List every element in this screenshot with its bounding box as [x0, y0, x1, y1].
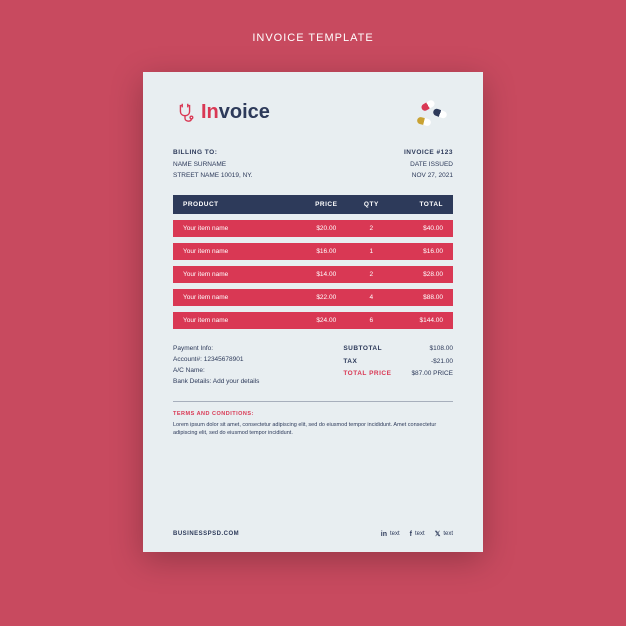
title-accent: In: [201, 101, 219, 123]
social-text: text: [443, 531, 453, 537]
table-row: Your item name$16.001$16.00: [173, 243, 453, 260]
tax-row: TAX -$21.00: [343, 356, 453, 368]
social-item: intext: [381, 531, 400, 538]
social-icon: 𝕏: [435, 530, 441, 538]
billing-address: STREET NAME 10019, NY.: [173, 172, 253, 179]
total-value: $87.00 PRICE: [411, 368, 453, 380]
payment-info: Payment Info: Account#: 12345678901 A/C …: [173, 343, 259, 387]
cell-price: $14.00: [300, 271, 353, 278]
footer: BUSINESSPSD.COM intextftext𝕏text: [173, 530, 453, 538]
social-text: text: [415, 531, 425, 537]
table-header: PRODUCT PRICE QTY TOTAL: [173, 195, 453, 214]
title-rest: voice: [219, 101, 270, 123]
social-text: text: [390, 531, 400, 537]
cell-price: $20.00: [300, 225, 353, 232]
terms-block: TERMS AND CONDITIONS: Lorem ipsum dolor …: [173, 410, 453, 437]
social-icon: in: [381, 531, 387, 538]
payment-bank: Bank Details: Add your details: [173, 376, 259, 387]
terms-body: Lorem ipsum dolor sit amet, consectetur …: [173, 422, 436, 436]
cell-product: Your item name: [183, 294, 300, 301]
header: Invoice: [173, 100, 453, 130]
payment-label: Payment Info:: [173, 343, 259, 354]
total-label: TOTAL PRICE: [343, 368, 391, 380]
table-row: Your item name$20.002$40.00: [173, 220, 453, 237]
divider: [173, 401, 453, 402]
cell-price: $24.00: [300, 317, 353, 324]
invoice-meta-block: INVOICE #123 DATE ISSUED NOV 27, 2021: [404, 148, 453, 181]
payment-acname: A/C Name:: [173, 365, 259, 376]
invoice-page: Invoice BILLING TO: NAME SURNAME STREET …: [143, 72, 483, 552]
socials: intextftext𝕏text: [381, 530, 453, 538]
cell-qty: 1: [353, 248, 390, 255]
logo-block: Invoice: [173, 100, 270, 124]
terms-label: TERMS AND CONDITIONS:: [173, 410, 453, 418]
cell-product: Your item name: [183, 271, 300, 278]
cell-qty: 2: [353, 225, 390, 232]
cell-product: Your item name: [183, 248, 300, 255]
meta-block: BILLING TO: NAME SURNAME STREET NAME 100…: [173, 148, 453, 181]
page-title: INVOICE TEMPLATE: [252, 32, 373, 44]
table-body: Your item name$20.002$40.00Your item nam…: [173, 220, 453, 329]
stethoscope-icon: [173, 100, 197, 124]
invoice-title: Invoice: [201, 101, 270, 124]
totals-block: SUBTOTAL $108.00 TAX -$21.00 TOTAL PRICE…: [343, 343, 453, 387]
website: BUSINESSPSD.COM: [173, 531, 239, 537]
cell-total: $40.00: [390, 225, 443, 232]
cell-qty: 4: [353, 294, 390, 301]
tax-label: TAX: [343, 356, 357, 368]
social-item: 𝕏text: [435, 530, 453, 538]
col-total: TOTAL: [390, 201, 443, 208]
cell-qty: 6: [353, 317, 390, 324]
cell-total: $144.00: [390, 317, 443, 324]
cell-product: Your item name: [183, 225, 300, 232]
pills-icon: [413, 100, 453, 130]
invoice-number: INVOICE #123: [404, 148, 453, 158]
cell-qty: 2: [353, 271, 390, 278]
table-row: Your item name$14.002$28.00: [173, 266, 453, 283]
cell-product: Your item name: [183, 317, 300, 324]
date-value: NOV 27, 2021: [412, 172, 453, 179]
items-table: PRODUCT PRICE QTY TOTAL Your item name$2…: [173, 195, 453, 329]
cell-price: $22.00: [300, 294, 353, 301]
billing-name: NAME SURNAME: [173, 161, 226, 168]
table-row: Your item name$22.004$88.00: [173, 289, 453, 306]
cell-total: $28.00: [390, 271, 443, 278]
col-qty: QTY: [353, 201, 390, 208]
subtotal-row: SUBTOTAL $108.00: [343, 343, 453, 355]
subtotal-value: $108.00: [430, 343, 454, 355]
billing-label: BILLING TO:: [173, 148, 253, 158]
date-label: DATE ISSUED: [410, 161, 453, 168]
billing-block: BILLING TO: NAME SURNAME STREET NAME 100…: [173, 148, 253, 181]
col-product: PRODUCT: [183, 201, 300, 208]
summary-block: Payment Info: Account#: 12345678901 A/C …: [173, 343, 453, 387]
social-icon: f: [410, 531, 412, 538]
payment-account: Account#: 12345678901: [173, 354, 259, 365]
subtotal-label: SUBTOTAL: [343, 343, 382, 355]
col-price: PRICE: [300, 201, 353, 208]
tax-value: -$21.00: [431, 356, 453, 368]
table-row: Your item name$24.006$144.00: [173, 312, 453, 329]
total-row: TOTAL PRICE $87.00 PRICE: [343, 368, 453, 380]
cell-total: $16.00: [390, 248, 443, 255]
social-item: ftext: [410, 531, 425, 538]
cell-total: $88.00: [390, 294, 443, 301]
cell-price: $16.00: [300, 248, 353, 255]
